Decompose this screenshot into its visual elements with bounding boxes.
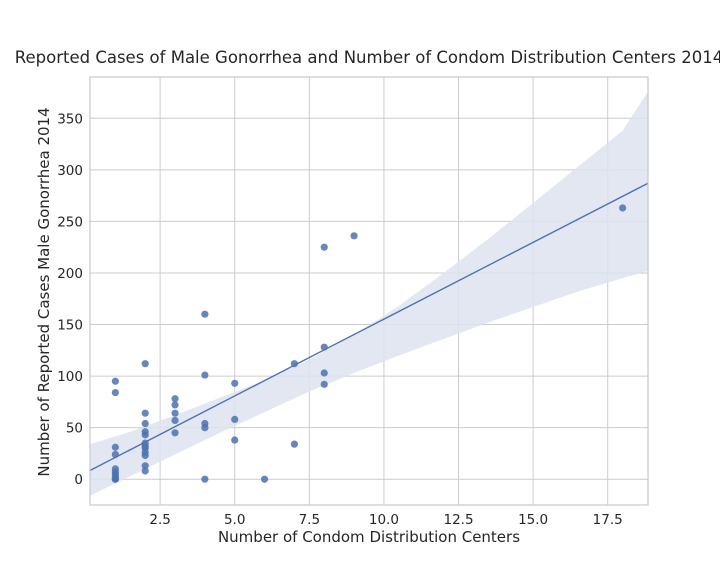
scatter-points — [111, 204, 627, 483]
y-tick-label: 350 — [57, 111, 83, 127]
data-point — [619, 204, 627, 212]
plot-border — [89, 76, 649, 506]
data-point — [260, 475, 269, 483]
data-point — [171, 401, 179, 409]
data-point — [320, 343, 328, 351]
x-tick-label: 12.5 — [443, 512, 473, 528]
data-point — [141, 360, 149, 368]
data-point — [231, 379, 239, 387]
data-point — [171, 395, 179, 403]
x-tick-label: 15.0 — [518, 512, 548, 528]
data-point — [350, 232, 358, 240]
data-point — [290, 440, 299, 448]
y-tick-label: 100 — [57, 369, 83, 385]
data-point — [111, 377, 119, 385]
y-tick-label: 300 — [57, 163, 83, 179]
plot-frame — [89, 76, 649, 506]
y-axis-ticks: 0 50 100 150 200 250 300 350 — [57, 111, 83, 488]
data-point — [201, 475, 209, 483]
data-point — [141, 462, 149, 470]
x-tick-label: 2.5 — [149, 512, 170, 528]
data-point — [141, 467, 149, 475]
data-point — [231, 415, 239, 423]
x-tick-label: 5.0 — [224, 512, 245, 528]
data-point — [171, 409, 179, 417]
y-tick-label: 50 — [66, 421, 83, 437]
data-point — [111, 443, 119, 451]
data-point — [201, 424, 209, 432]
x-tick-label: 10.0 — [369, 512, 399, 528]
data-point — [231, 436, 239, 444]
y-axis-label: Number of Reported Cases Male Gonorrhea … — [35, 107, 53, 476]
y-tick-label: 250 — [57, 214, 83, 230]
confidence-band — [90, 91, 648, 496]
data-point — [320, 243, 328, 251]
data-point — [141, 451, 149, 460]
data-point — [141, 419, 149, 428]
data-point — [141, 409, 149, 417]
x-axis-label: Number of Condom Distribution Centers — [218, 528, 520, 546]
data-point — [111, 388, 119, 397]
data-point — [111, 450, 119, 459]
x-tick-label: 7.5 — [299, 512, 320, 528]
regression-line — [89, 182, 649, 472]
x-tick-label: 17.5 — [593, 512, 623, 528]
data-point — [201, 310, 209, 318]
x-axis-ticks: 2.5 5.0 7.5 10.0 12.5 15.0 17.5 — [149, 512, 622, 528]
data-point — [111, 475, 119, 483]
y-tick-label: 150 — [57, 318, 83, 334]
regression-line-path — [89, 182, 649, 472]
data-point — [171, 416, 179, 425]
y-tick-label: 200 — [57, 266, 83, 282]
data-point — [141, 431, 149, 439]
data-point — [290, 360, 299, 368]
confidence-band-area — [90, 91, 648, 496]
y-tick-label: 0 — [74, 472, 83, 488]
chart-title: Reported Cases of Male Gonorrhea and Num… — [15, 48, 720, 67]
data-point — [320, 380, 328, 388]
data-point — [201, 371, 209, 379]
data-point — [320, 369, 328, 377]
data-point — [171, 429, 179, 437]
